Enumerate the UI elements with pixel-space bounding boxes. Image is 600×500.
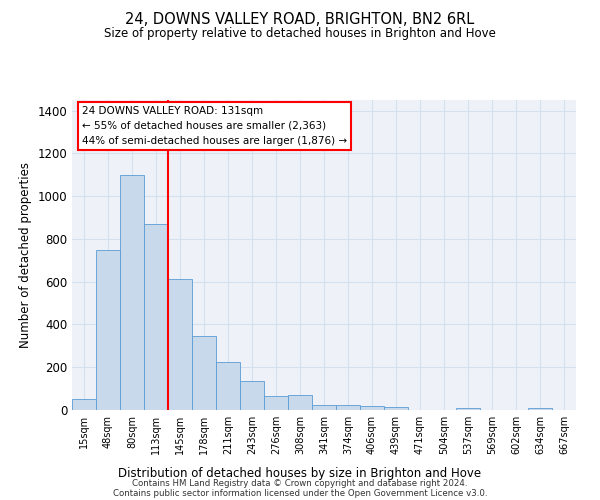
Bar [456,408,480,410]
Bar [216,362,240,410]
Text: Distribution of detached houses by size in Brighton and Hove: Distribution of detached houses by size … [118,467,482,480]
Bar [384,408,408,410]
Bar [288,395,312,410]
Text: Contains HM Land Registry data © Crown copyright and database right 2024.: Contains HM Land Registry data © Crown c… [132,478,468,488]
Bar [168,278,192,410]
Text: Size of property relative to detached houses in Brighton and Hove: Size of property relative to detached ho… [104,28,496,40]
Bar [264,396,288,410]
Y-axis label: Number of detached properties: Number of detached properties [19,162,32,348]
Bar [144,224,168,410]
Bar [528,408,552,410]
Bar [336,404,360,410]
Bar [120,175,144,410]
Bar [360,406,384,410]
Bar [240,381,264,410]
Bar [192,336,216,410]
Bar [312,404,336,410]
Bar [72,400,96,410]
Text: 24, DOWNS VALLEY ROAD, BRIGHTON, BN2 6RL: 24, DOWNS VALLEY ROAD, BRIGHTON, BN2 6RL [125,12,475,28]
Text: 24 DOWNS VALLEY ROAD: 131sqm
← 55% of detached houses are smaller (2,363)
44% of: 24 DOWNS VALLEY ROAD: 131sqm ← 55% of de… [82,106,347,146]
Text: Contains public sector information licensed under the Open Government Licence v3: Contains public sector information licen… [113,488,487,498]
Bar [96,250,120,410]
